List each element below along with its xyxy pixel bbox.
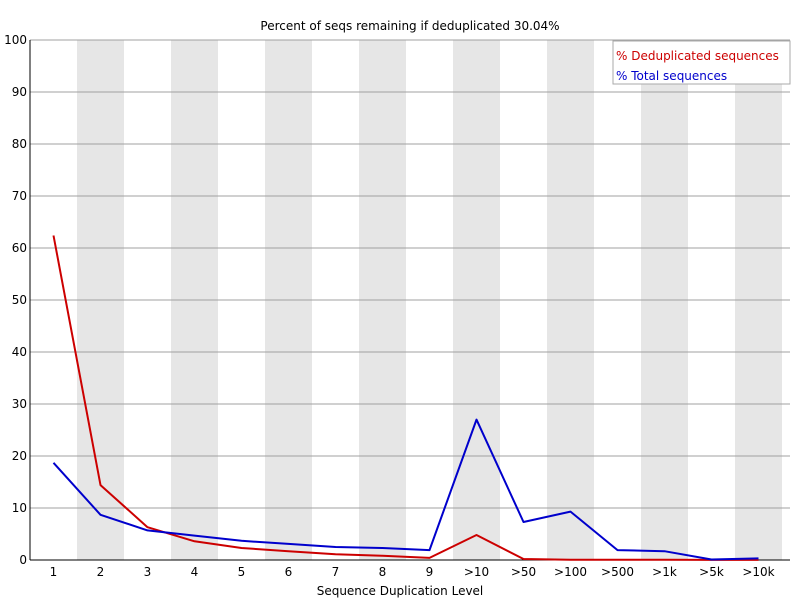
- grid-lines: [30, 39, 790, 561]
- x-tick-label: 7: [332, 565, 340, 579]
- x-axis-label: Sequence Duplication Level: [317, 584, 484, 598]
- legend-entry-deduplicated: % Deduplicated sequences: [616, 49, 779, 63]
- x-tick-label: >10: [464, 565, 489, 579]
- series-line-total: [52, 418, 759, 561]
- y-tick-label: 40: [12, 345, 27, 359]
- x-tick-label: 4: [191, 565, 199, 579]
- y-tick-label: 10: [12, 501, 27, 515]
- series-line-deduplicated: [52, 235, 759, 561]
- y-tick-label: 70: [12, 189, 27, 203]
- y-tick-label: 80: [12, 137, 27, 151]
- legend-entry-total: % Total sequences: [616, 69, 727, 83]
- x-tick-label: >50: [511, 565, 536, 579]
- x-tick-label: >500: [601, 565, 634, 579]
- y-tick-label: 90: [12, 85, 27, 99]
- y-tick-label: 60: [12, 241, 27, 255]
- y-tick-label: 0: [19, 553, 27, 567]
- x-tick-label: >10k: [742, 565, 774, 579]
- legend-box: [612, 40, 791, 85]
- x-tick-labels: 1 2 3 4 5 6 7 8 9 >10 >50 >100 >500 >1k >5k >10k: [50, 565, 775, 579]
- series-lines: [52, 235, 759, 561]
- x-tick-label: 1: [50, 565, 58, 579]
- y-tick-labels: 0 10 20 30 40 50 60 70 80 90 100: [4, 33, 27, 567]
- y-tick-label: 30: [12, 397, 27, 411]
- x-tick-label: 5: [238, 565, 246, 579]
- x-tick-label: >1k: [652, 565, 677, 579]
- legend: % Deduplicated sequences % Total sequenc…: [612, 40, 791, 85]
- x-tick-label: 3: [144, 565, 152, 579]
- chart-title: Percent of seqs remaining if deduplicate…: [260, 19, 559, 33]
- y-tick-label: 100: [4, 33, 27, 47]
- y-tick-label: 20: [12, 449, 27, 463]
- x-tick-label: 8: [379, 565, 387, 579]
- y-tick-label: 50: [12, 293, 27, 307]
- x-tick-label: >5k: [699, 565, 724, 579]
- x-tick-label: 9: [426, 565, 434, 579]
- x-tick-label: 6: [285, 565, 293, 579]
- x-tick-label: 2: [97, 565, 105, 579]
- x-tick-label: >100: [554, 565, 587, 579]
